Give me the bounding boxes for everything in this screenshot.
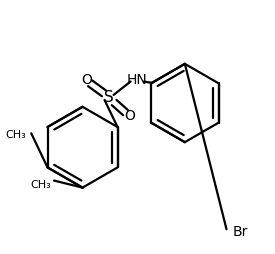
Text: Br: Br [233,225,248,239]
Text: O: O [81,73,92,87]
Text: O: O [124,109,135,123]
Text: CH₃: CH₃ [30,180,51,190]
Text: CH₃: CH₃ [5,130,26,140]
Text: HN: HN [126,73,147,87]
Text: S: S [104,90,114,105]
